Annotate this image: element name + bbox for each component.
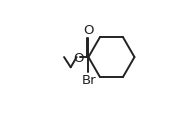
Text: Br: Br — [82, 74, 96, 87]
Text: O: O — [73, 51, 83, 64]
Text: O: O — [83, 24, 94, 37]
